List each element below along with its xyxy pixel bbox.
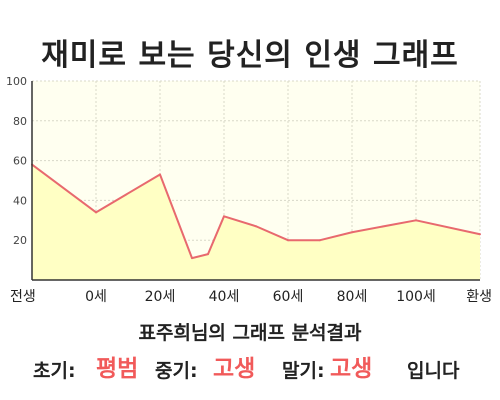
x-tick-label: 60세: [273, 289, 304, 305]
x-tick-label: 20세: [145, 289, 176, 305]
data-point: [351, 231, 353, 234]
data-point: [223, 215, 225, 218]
y-tick-label: 100: [6, 75, 27, 88]
analysis-subtitle: 표주희님의 그래프 분석결과: [138, 322, 362, 344]
stage-summary: 초기: 평범 중기: 고생 말기: 고생 입니다: [0, 344, 500, 384]
series-line: [31, 163, 481, 260]
early-stage-value: 평범: [96, 356, 139, 382]
early-stage-label: 초기:: [33, 360, 76, 382]
area-fill: [32, 164, 480, 280]
middle-stage-label: 중기:: [155, 360, 198, 382]
y-tick-label: 40: [13, 194, 27, 207]
y-tick-label: 20: [13, 234, 27, 247]
data-point: [159, 173, 161, 176]
y-tick-label: 80: [13, 115, 27, 128]
page-title: 재미로 보는 당신의 인생 그래프: [41, 38, 459, 73]
y-tick-label: 60: [13, 155, 27, 168]
x-tick-label: 80세: [337, 289, 368, 305]
late-stage-label: 말기:: [282, 360, 325, 382]
middle-stage-value: 고생: [213, 356, 256, 382]
x-tick-label: 환생: [466, 289, 492, 305]
x-tick-label: 전생: [10, 289, 36, 305]
x-tick-label: 100세: [396, 289, 436, 305]
data-point: [207, 253, 209, 256]
data-point: [415, 219, 417, 222]
late-stage-value: 고생: [330, 356, 373, 382]
x-tick-label: 40세: [209, 289, 240, 305]
stage-suffix: 입니다: [407, 360, 460, 382]
data-point: [287, 239, 289, 242]
data-point: [95, 211, 97, 214]
data-point: [479, 233, 481, 236]
data-point: [255, 225, 257, 228]
x-tick-label: 0세: [85, 289, 107, 305]
data-point: [191, 257, 193, 260]
data-point: [319, 239, 321, 242]
